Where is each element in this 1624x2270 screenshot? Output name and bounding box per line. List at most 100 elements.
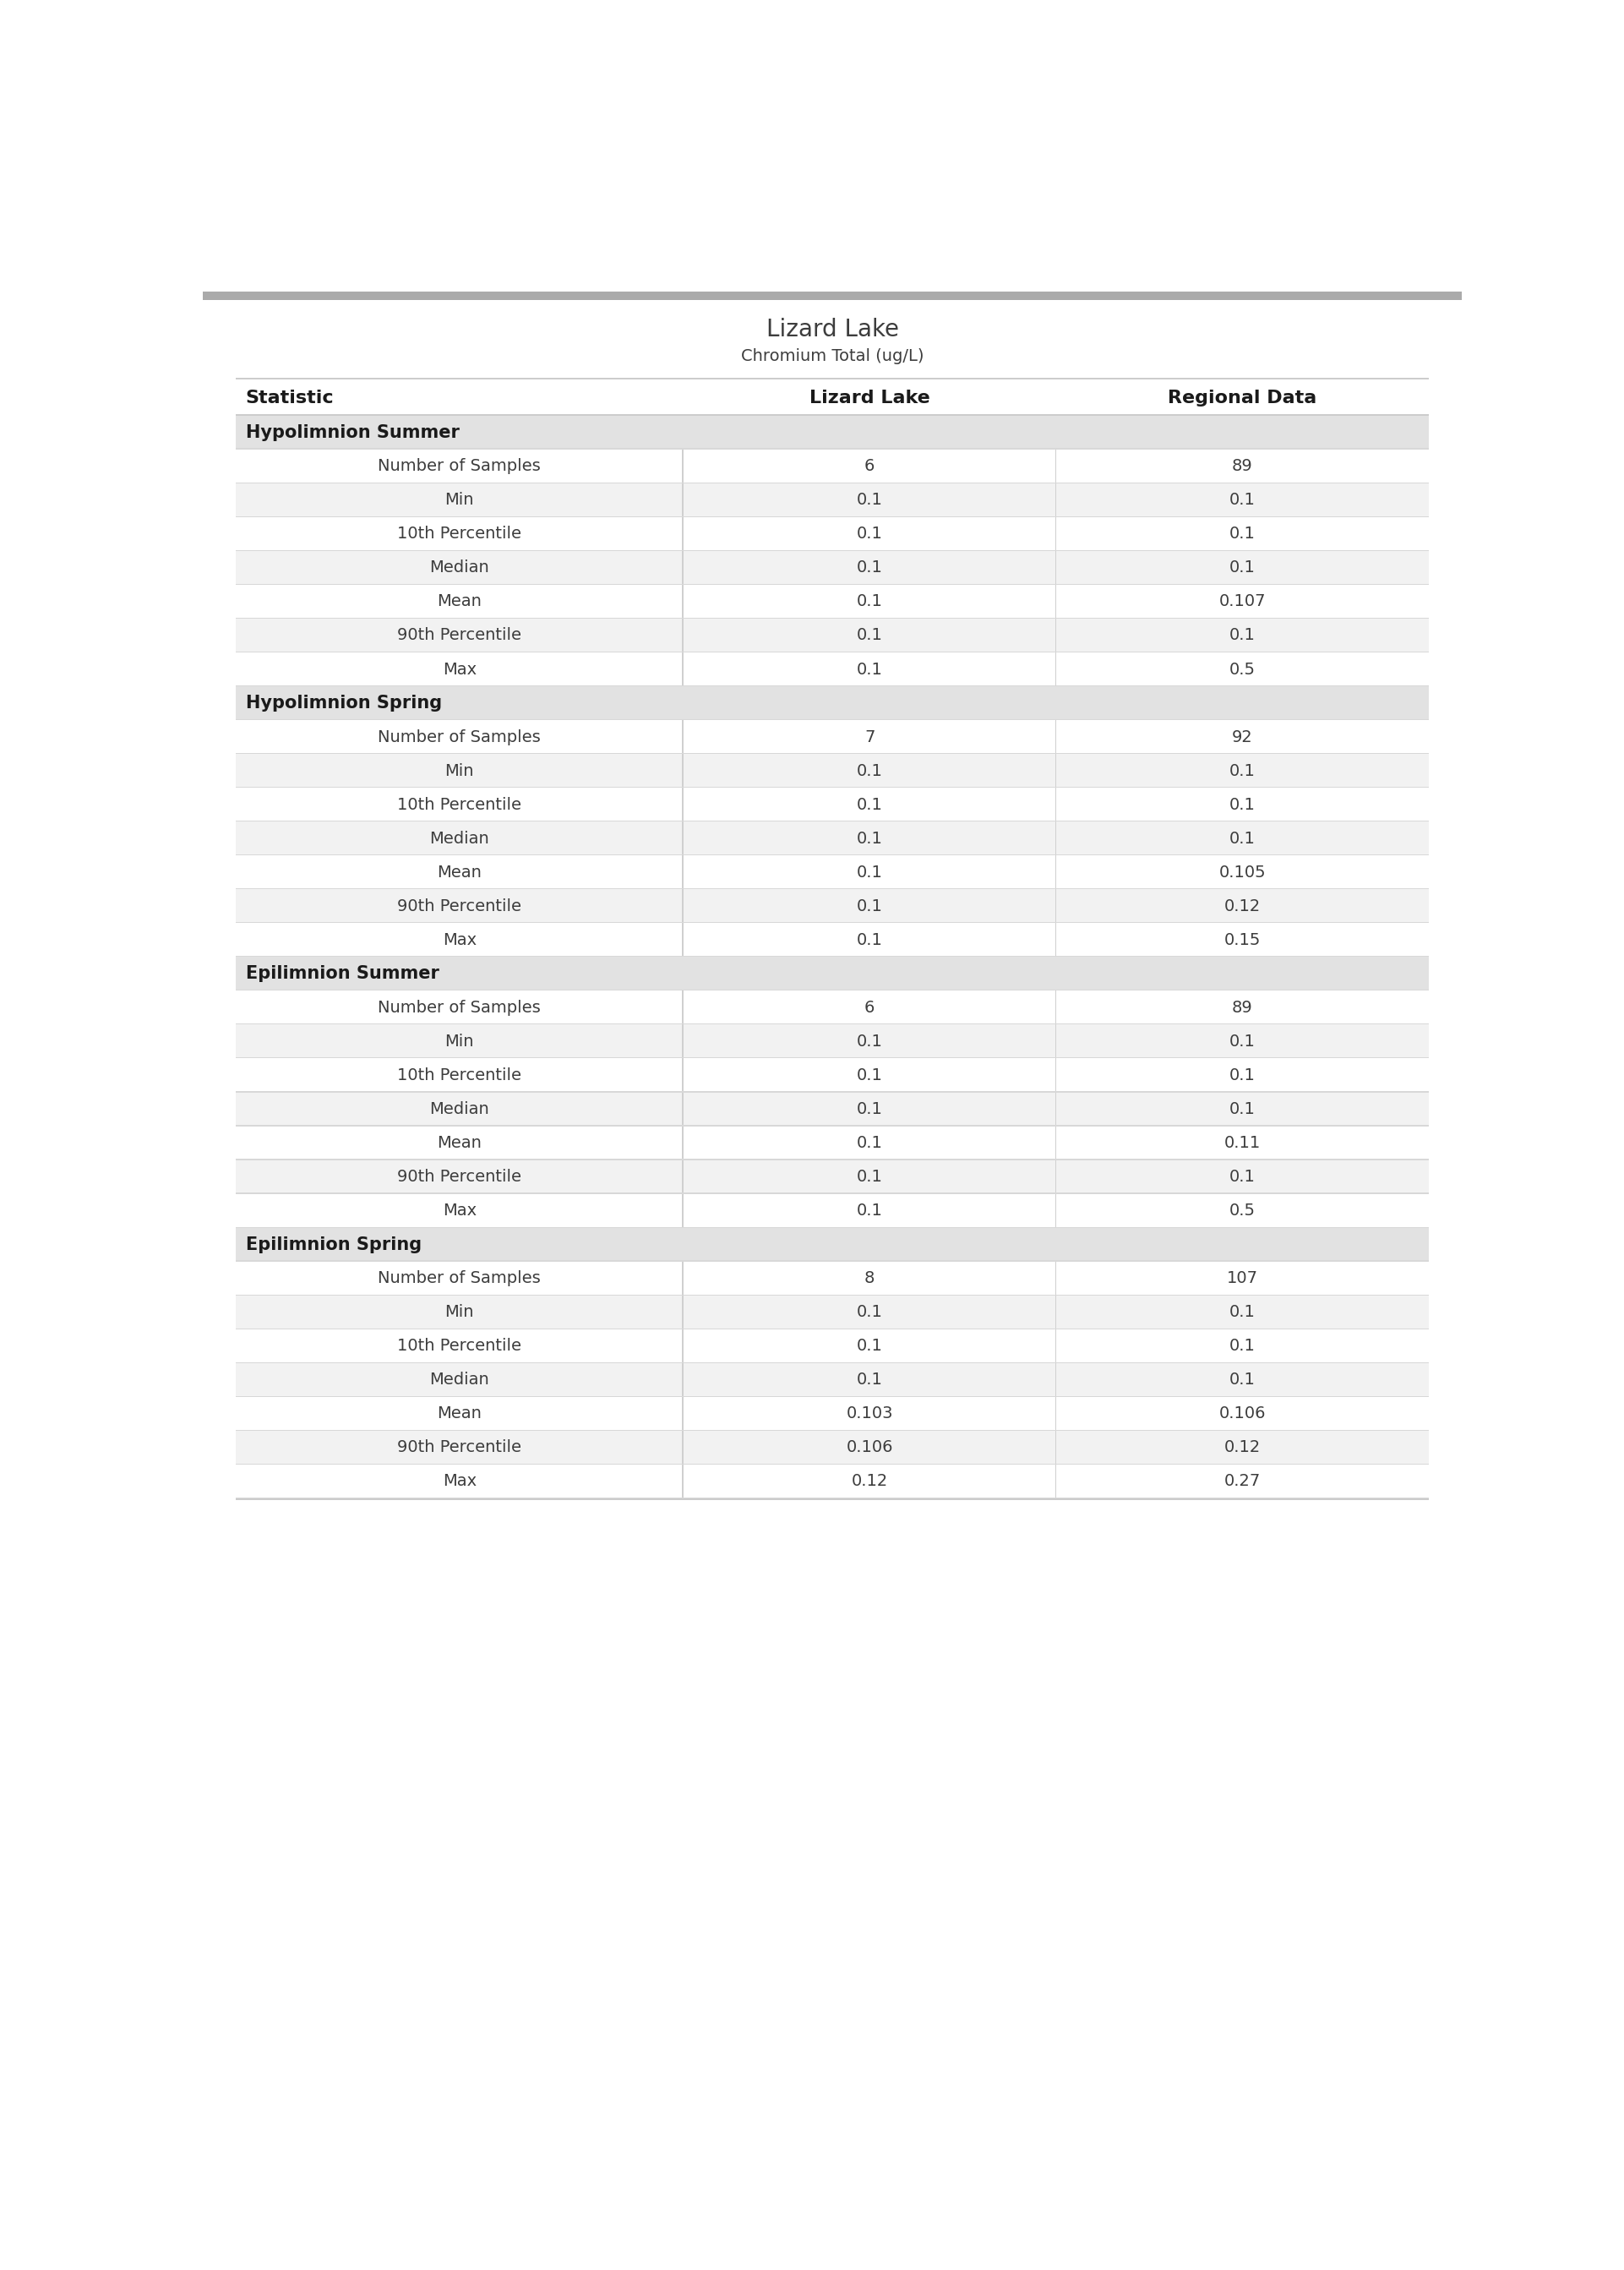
Text: 107: 107: [1226, 1271, 1259, 1287]
Text: Min: Min: [445, 763, 474, 779]
Text: 0.15: 0.15: [1224, 933, 1260, 949]
Bar: [235, 1330, 1429, 1362]
Text: Statistic: Statistic: [245, 388, 335, 406]
Text: 0.1: 0.1: [856, 595, 882, 611]
Bar: [235, 1194, 1429, 1228]
Text: 0.12: 0.12: [1224, 899, 1260, 915]
Bar: [235, 620, 1429, 651]
Bar: [235, 990, 1429, 1024]
Bar: [235, 484, 1429, 518]
Text: Mean: Mean: [437, 1405, 482, 1421]
Text: 0.107: 0.107: [1220, 595, 1265, 611]
Text: 0.1: 0.1: [1229, 1101, 1255, 1117]
Text: 0.1: 0.1: [856, 561, 882, 577]
Text: 0.1: 0.1: [1229, 1067, 1255, 1083]
Bar: [235, 586, 1429, 620]
Bar: [235, 1396, 1429, 1430]
Text: 0.12: 0.12: [1224, 1439, 1260, 1455]
Bar: [235, 1228, 1429, 1262]
Text: Number of Samples: Number of Samples: [378, 459, 541, 474]
Text: 0.12: 0.12: [851, 1473, 888, 1489]
Text: 6: 6: [864, 999, 875, 1015]
Bar: [235, 415, 1429, 449]
Text: 0.1: 0.1: [1229, 561, 1255, 577]
Text: Max: Max: [442, 661, 476, 676]
Bar: [235, 1092, 1429, 1126]
Text: 0.1: 0.1: [856, 1101, 882, 1117]
Text: 0.27: 0.27: [1224, 1473, 1260, 1489]
Text: 92: 92: [1233, 729, 1252, 745]
Text: Number of Samples: Number of Samples: [378, 729, 541, 745]
Text: 7: 7: [864, 729, 875, 745]
Bar: [235, 379, 1429, 415]
Text: Median: Median: [430, 561, 489, 577]
Text: 10th Percentile: 10th Percentile: [398, 797, 521, 813]
Text: 0.1: 0.1: [856, 1135, 882, 1151]
Text: Median: Median: [430, 831, 489, 847]
Text: Min: Min: [445, 493, 474, 508]
Text: 0.105: 0.105: [1220, 865, 1267, 881]
Bar: [235, 1024, 1429, 1058]
Bar: [235, 720, 1429, 754]
Bar: [235, 1058, 1429, 1092]
Bar: [235, 754, 1429, 788]
Text: 0.1: 0.1: [1229, 1169, 1255, 1185]
Bar: [235, 686, 1429, 720]
Bar: [235, 924, 1429, 958]
Bar: [235, 651, 1429, 686]
Text: 0.1: 0.1: [856, 1371, 882, 1387]
Text: 0.103: 0.103: [846, 1405, 893, 1421]
Text: Number of Samples: Number of Samples: [378, 1271, 541, 1287]
Bar: [203, 293, 1462, 300]
Bar: [235, 518, 1429, 552]
Text: 10th Percentile: 10th Percentile: [398, 1067, 521, 1083]
Text: 0.11: 0.11: [1224, 1135, 1260, 1151]
Bar: [235, 1160, 1429, 1194]
Text: 6: 6: [864, 459, 875, 474]
Bar: [235, 890, 1429, 924]
Text: 0.5: 0.5: [1229, 661, 1255, 676]
Text: 0.1: 0.1: [856, 1305, 882, 1321]
Text: 90th Percentile: 90th Percentile: [398, 627, 521, 642]
Text: 0.106: 0.106: [846, 1439, 893, 1455]
Text: 0.106: 0.106: [1220, 1405, 1265, 1421]
Bar: [235, 788, 1429, 822]
Bar: [235, 1464, 1429, 1498]
Text: 0.1: 0.1: [856, 1033, 882, 1049]
Text: 0.1: 0.1: [1229, 1033, 1255, 1049]
Text: Min: Min: [445, 1305, 474, 1321]
Text: Median: Median: [430, 1101, 489, 1117]
Bar: [235, 856, 1429, 890]
Text: 0.1: 0.1: [1229, 627, 1255, 642]
Text: 0.1: 0.1: [1229, 831, 1255, 847]
Bar: [235, 822, 1429, 856]
Text: 90th Percentile: 90th Percentile: [398, 899, 521, 915]
Text: 0.1: 0.1: [1229, 527, 1255, 543]
Text: 0.1: 0.1: [1229, 493, 1255, 508]
Text: Hypolimnion Summer: Hypolimnion Summer: [245, 424, 460, 440]
Text: Epilimnion Summer: Epilimnion Summer: [245, 965, 438, 983]
Text: Hypolimnion Spring: Hypolimnion Spring: [245, 695, 442, 711]
Text: 0.1: 0.1: [856, 1067, 882, 1083]
Text: Median: Median: [430, 1371, 489, 1387]
Text: 0.1: 0.1: [856, 627, 882, 642]
Text: 0.5: 0.5: [1229, 1203, 1255, 1219]
Text: Min: Min: [445, 1033, 474, 1049]
Text: 0.1: 0.1: [856, 797, 882, 813]
Text: Max: Max: [442, 1203, 476, 1219]
Bar: [235, 552, 1429, 586]
Text: 0.1: 0.1: [856, 865, 882, 881]
Bar: [235, 449, 1429, 484]
Text: 10th Percentile: 10th Percentile: [398, 1337, 521, 1355]
Text: 0.1: 0.1: [856, 899, 882, 915]
Text: 90th Percentile: 90th Percentile: [398, 1439, 521, 1455]
Bar: [235, 1430, 1429, 1464]
Text: Lizard Lake: Lizard Lake: [809, 388, 931, 406]
Text: Max: Max: [442, 1473, 476, 1489]
Text: 0.1: 0.1: [1229, 797, 1255, 813]
Text: 0.1: 0.1: [856, 763, 882, 779]
Text: 0.1: 0.1: [856, 1203, 882, 1219]
Bar: [235, 1262, 1429, 1296]
Text: 0.1: 0.1: [856, 493, 882, 508]
Text: Chromium Total (ug/L): Chromium Total (ug/L): [741, 347, 924, 363]
